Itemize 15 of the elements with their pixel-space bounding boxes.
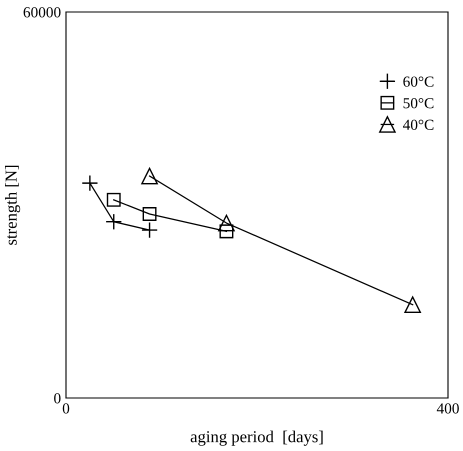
point xyxy=(218,214,235,232)
x-axis-title: aging period [days] xyxy=(190,430,323,446)
point xyxy=(404,296,421,314)
point xyxy=(141,168,158,184)
point xyxy=(142,207,157,221)
legend-label: 60°C xyxy=(403,76,434,87)
legend-label: 50°C xyxy=(404,98,434,108)
point xyxy=(106,192,121,207)
x-tick-label: 400 xyxy=(436,403,459,414)
point xyxy=(82,174,98,192)
legend-label: 40°C xyxy=(402,120,434,130)
y-axis-title: strength [N] xyxy=(5,166,20,245)
point xyxy=(141,222,158,238)
y-tick-label: 60000 xyxy=(24,7,61,18)
point xyxy=(219,224,234,238)
